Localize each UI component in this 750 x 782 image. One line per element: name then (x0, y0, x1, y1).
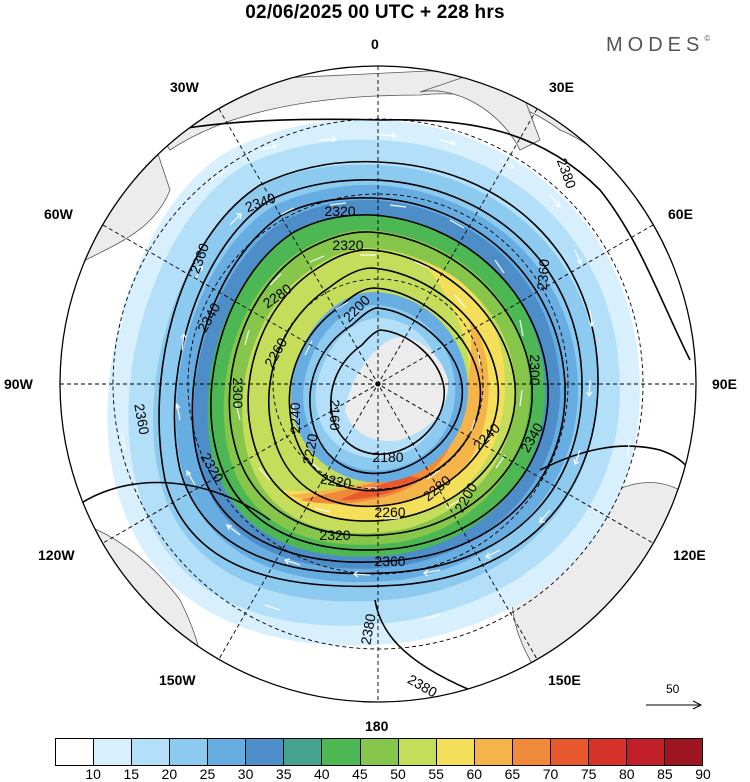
contour-label: 2160 (327, 399, 343, 430)
contour-label: 2260 (374, 504, 405, 520)
brand-logo: MODES© (606, 34, 710, 57)
reference-vector: 50 (644, 682, 704, 712)
colorbar-tick-label: 25 (199, 766, 216, 782)
colorbar-cell (207, 738, 246, 766)
contour-label: 2320 (324, 203, 355, 219)
colorbar-tick-label: 90 (695, 766, 711, 782)
contour-label: 2180 (372, 449, 403, 465)
contour-label: 2220 (319, 470, 353, 491)
colorbar-tick-label: 65 (504, 766, 521, 782)
colorbar-tick-label: 50 (390, 766, 406, 782)
colorbar-cell (321, 738, 360, 766)
colorbar-tick-label: 85 (657, 766, 673, 782)
reference-arrow-icon (646, 700, 703, 710)
lon-label-30e: 30E (549, 79, 574, 95)
colorbar-cell (397, 738, 436, 766)
colorbar-tick-label: 80 (618, 766, 635, 782)
colorbar-tick-label: 40 (314, 766, 330, 782)
lon-label-30w: 30W (170, 79, 199, 95)
colorbar-tick-label: 10 (85, 766, 101, 782)
colorbar-labels: 10 15 20 25 30 35 40 45 50 55 60 65 70 75 80 85 90 (55, 766, 710, 782)
colorbar-cell (587, 738, 626, 766)
pole-marker (375, 381, 381, 387)
lon-label-120e: 120E (673, 547, 706, 563)
colorbar-cell (93, 738, 132, 766)
map-title: 02/06/2025 00 UTC + 228 hrs (245, 2, 505, 23)
colorbar-tick-label: 20 (161, 766, 178, 782)
lon-label-60e: 60E (668, 206, 693, 222)
contour-label: 2220 (299, 432, 320, 466)
brand-name: MODES (606, 34, 705, 56)
contour-label: 2360 (374, 553, 405, 569)
colorbar-tick-label: 55 (428, 766, 444, 782)
colorbar-cell (283, 738, 322, 766)
map-border (59, 65, 697, 703)
contour-label: 2300 (527, 354, 543, 385)
colorbar (55, 738, 704, 766)
colorbar-cell (435, 738, 474, 766)
colorbar-cell (549, 738, 588, 766)
colorbar-tick-label: 45 (352, 766, 368, 782)
contour-label: 2320 (332, 237, 363, 253)
contour-label: 2240 (287, 402, 303, 433)
lon-label-60w: 60W (44, 206, 73, 222)
colorbar-cell (664, 738, 704, 766)
lon-label-0: 0 (371, 36, 379, 52)
lon-label-150w: 150W (159, 672, 196, 688)
colorbar-tick-label: 30 (237, 766, 254, 782)
contour-label: 2300 (230, 377, 246, 408)
brand-mark: © (704, 34, 711, 43)
colorbar-tick-label: 35 (275, 766, 292, 782)
lon-label-150e: 150E (548, 672, 581, 688)
lon-label-120w: 120W (38, 547, 75, 563)
colorbar-cell (359, 738, 398, 766)
lon-label-90e: 90E (712, 376, 737, 392)
colorbar-cell (245, 738, 284, 766)
colorbar-cell (55, 738, 94, 766)
colorbar-cell (131, 738, 170, 766)
contour-label: 2360 (131, 402, 152, 436)
colorbar-tick-label: 15 (123, 766, 140, 782)
lon-label-180: 180 (365, 718, 389, 734)
colorbar-cell (625, 738, 664, 766)
wind-vectors (119, 132, 641, 619)
colorbar-cell (169, 738, 208, 766)
contour-label: 2360 (534, 258, 553, 291)
lon-label-90w: 90W (4, 376, 33, 392)
colorbar-cell (473, 738, 512, 766)
colorbar-tick-label: 75 (580, 766, 597, 782)
colorbar-tick-label: 60 (466, 766, 483, 782)
reference-vector-label: 50 (666, 682, 680, 696)
colorbar-tick-label: 70 (542, 766, 559, 782)
colorbar-cell (511, 738, 550, 766)
contour-label: 2380 (357, 612, 378, 646)
contour-label: 2320 (319, 527, 350, 543)
height-contours (60, 118, 696, 701)
